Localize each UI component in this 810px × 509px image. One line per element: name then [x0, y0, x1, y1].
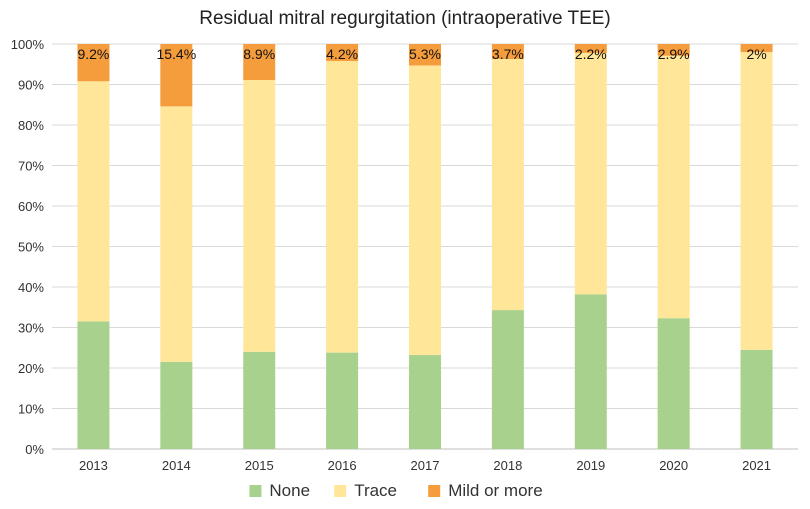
x-axis-tick-labels: 2013 2014 2015 2016 2017 2018 2019 2020 2021	[79, 458, 771, 473]
x-tick-label: 2013	[79, 458, 108, 473]
legend: None Trace Mild or more	[249, 481, 543, 500]
y-tick-label: 30%	[18, 321, 44, 336]
bar-segment-none	[740, 349, 773, 449]
bar-segment-none	[491, 310, 524, 449]
data-label: 9.2%	[77, 46, 109, 62]
bar-segment-trace	[574, 52, 607, 295]
bar-segment-none	[243, 351, 276, 449]
x-tick-label: 2018	[493, 458, 522, 473]
data-label: 2.2%	[575, 46, 607, 62]
bar-segment-mild-or-more	[160, 44, 193, 107]
y-tick-label: 0%	[25, 442, 44, 457]
bar-segment-trace	[160, 106, 193, 362]
bar-stack-2018	[491, 44, 524, 449]
bar-segment-trace	[326, 61, 359, 353]
bar-segment-trace	[409, 65, 441, 356]
y-tick-label: 100%	[11, 37, 45, 52]
chart-title: Residual mitral regurgitation (intraoper…	[199, 8, 611, 29]
bar-segment-mild-or-more	[574, 44, 607, 53]
x-tick-label: 2017	[411, 458, 440, 473]
y-axis-tick-labels: 0% 10% 20% 30% 40% 50% 60% 70% 80% 90% 100%	[11, 37, 45, 457]
bar-segment-mild-or-more	[740, 44, 773, 53]
bar-stack-2016	[326, 44, 359, 449]
bar-stack-2021	[740, 44, 773, 449]
bar-segment-none	[409, 355, 441, 449]
bar-segment-mild-or-more	[77, 44, 110, 82]
bar-stack-2013	[77, 44, 110, 449]
bar-stack-2017	[409, 44, 441, 449]
y-tick-label: 40%	[18, 280, 44, 295]
bar-segment-mild-or-more	[657, 44, 690, 56]
x-tick-label: 2015	[245, 458, 274, 473]
bar-segment-none	[77, 321, 110, 449]
bar-segment-none	[160, 361, 193, 449]
bar-stack-2019	[574, 44, 607, 449]
legend-label-trace: Trace	[354, 481, 397, 500]
y-tick-label: 90%	[18, 78, 44, 93]
data-label: 8.9%	[243, 46, 275, 62]
y-tick-label: 20%	[18, 361, 44, 376]
legend-label-none: None	[269, 481, 310, 500]
bar-stack-2014	[160, 44, 193, 449]
bar-segment-mild-or-more	[326, 44, 359, 62]
bars	[77, 44, 773, 449]
bar-segment-mild-or-more	[243, 44, 276, 81]
x-tick-label: 2021	[742, 458, 771, 473]
x-tick-label: 2014	[162, 458, 191, 473]
legend-label-mild-or-more: Mild or more	[448, 481, 542, 500]
bar-stack-2015	[243, 44, 276, 449]
y-tick-label: 70%	[18, 159, 44, 174]
bar-segment-trace	[491, 58, 524, 311]
bar-segment-none	[657, 318, 690, 449]
data-label: 2%	[746, 46, 766, 62]
x-tick-label: 2020	[659, 458, 688, 473]
data-label: 3.7%	[492, 46, 524, 62]
data-label: 4.2%	[326, 46, 358, 62]
legend-swatch-trace	[334, 485, 347, 497]
y-tick-label: 10%	[18, 402, 44, 417]
bar-segment-trace	[243, 80, 276, 352]
data-labels: 9.2% 15.4% 8.9% 4.2% 5.3% 3.7% 2.2% 2.9% 2%	[77, 46, 766, 62]
x-tick-label: 2019	[576, 458, 605, 473]
bar-segment-mild-or-more	[491, 44, 524, 59]
bar-segment-trace	[740, 52, 773, 350]
legend-swatch-none	[249, 485, 262, 497]
bar-stack-2020	[657, 44, 690, 449]
data-label: 5.3%	[409, 46, 441, 62]
x-tick-label: 2016	[328, 458, 357, 473]
bar-segment-trace	[657, 55, 690, 319]
bar-segment-mild-or-more	[409, 44, 441, 66]
data-label: 2.9%	[658, 46, 690, 62]
y-tick-label: 50%	[18, 240, 44, 255]
bar-segment-none	[574, 294, 607, 449]
y-tick-label: 80%	[18, 118, 44, 133]
y-tick-label: 60%	[18, 199, 44, 214]
data-label: 15.4%	[156, 46, 196, 62]
bar-segment-none	[326, 352, 359, 449]
bar-segment-trace	[77, 81, 110, 322]
legend-swatch-mild-or-more	[428, 485, 441, 497]
